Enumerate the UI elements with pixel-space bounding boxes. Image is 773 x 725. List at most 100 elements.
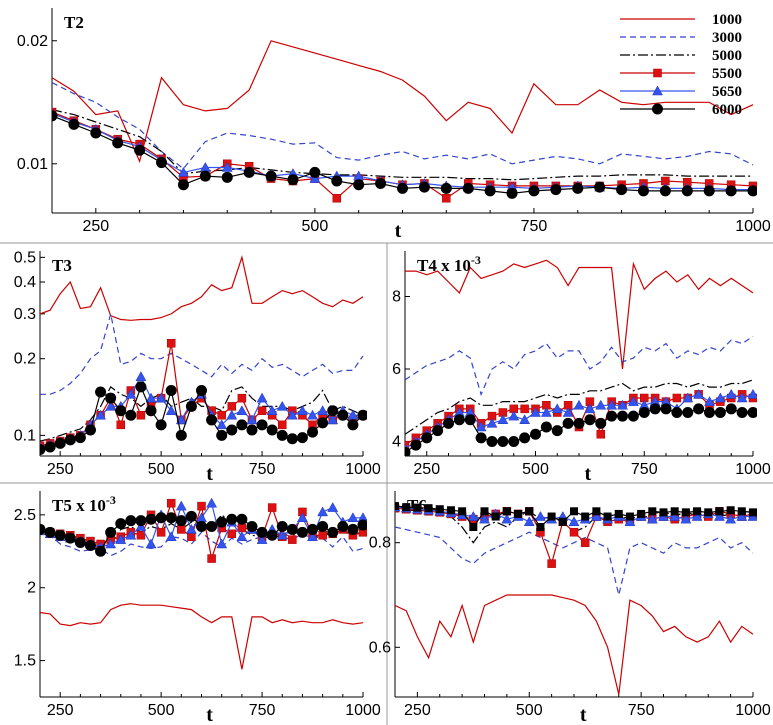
data-point-5500	[136, 531, 146, 540]
x-tick-label: 750	[631, 461, 658, 478]
data-point-6000	[558, 517, 567, 526]
data-point-6000	[185, 510, 197, 522]
data-point-6000	[475, 432, 487, 444]
data-point-6000	[458, 507, 467, 516]
data-point-6000	[357, 409, 367, 421]
series-3000	[395, 526, 754, 596]
panel-t3: 250 500 750 1000 0.1 0.2 0.3 0.4 0.5 t T3	[14, 249, 381, 485]
data-point-6000	[432, 425, 444, 437]
data-point-6000	[175, 429, 187, 441]
legend-label: 5650	[712, 84, 742, 100]
data-point-5500	[237, 393, 247, 403]
data-point-6000	[177, 179, 189, 191]
data-point-6000	[199, 170, 211, 182]
data-point-6000	[469, 523, 478, 531]
data-point-5650	[246, 414, 258, 425]
data-point-6000	[725, 185, 737, 197]
series-6000	[40, 510, 367, 557]
data-point-6000	[443, 417, 454, 429]
series-3000	[405, 335, 754, 397]
data-point-6000	[395, 502, 399, 511]
data-point-6000	[90, 127, 102, 139]
data-point-6000	[413, 503, 422, 512]
x-tick-label: 1000	[345, 702, 381, 719]
data-point-6000	[462, 182, 474, 194]
data-point-6000	[206, 521, 218, 533]
panel-t2: 250 500 750 1000 0.01 0.02 t T2 1000 3000 5000 5500…	[17, 8, 771, 242]
data-point-5650	[714, 511, 725, 521]
data-point-5650	[736, 511, 748, 521]
data-point-6000	[671, 407, 683, 418]
data-point-5650	[165, 531, 177, 541]
data-point-5500	[237, 523, 247, 533]
data-point-6000	[337, 521, 349, 533]
data-point-6000	[286, 433, 298, 445]
data-point-5500	[217, 410, 226, 420]
data-point-6000	[286, 523, 298, 535]
data-point-6000	[660, 403, 672, 415]
data-point-6000	[112, 137, 124, 149]
plot-area	[405, 259, 757, 456]
data-point-5650	[540, 406, 552, 417]
data-point-5650	[256, 534, 268, 544]
data-point-6000	[357, 519, 367, 531]
data-point-6000	[649, 403, 661, 415]
data-point-6000	[562, 417, 574, 429]
y-tick-label: 0.6	[369, 639, 391, 656]
data-point-5650	[486, 417, 498, 428]
data-point-5500	[442, 193, 451, 203]
data-point-6000	[491, 512, 500, 521]
data-point-6000	[397, 182, 408, 194]
data-point-6000	[135, 381, 147, 393]
data-point-5650	[226, 409, 238, 420]
y-tick-label: 2.5	[14, 507, 36, 524]
series-5000	[405, 379, 754, 435]
x-axis-label: t	[580, 704, 587, 725]
data-point-5500	[547, 559, 556, 568]
data-point-5650	[627, 396, 639, 406]
data-point-5650	[105, 538, 117, 549]
y-tick-label: 0.2	[14, 351, 36, 368]
data-point-6000	[296, 432, 308, 444]
data-point-6000	[276, 521, 288, 533]
data-point-5500	[136, 410, 146, 420]
data-point-5500	[267, 503, 277, 512]
data-point-6000	[502, 507, 511, 516]
data-point-5650	[307, 531, 318, 541]
y-tick-label: 8	[392, 289, 401, 306]
data-point-5650	[145, 392, 157, 403]
data-point-6000	[68, 118, 80, 130]
data-point-5650	[535, 511, 546, 521]
legend-marker-5500	[653, 68, 662, 78]
x-tick-label: 1000	[735, 461, 771, 478]
series-line-1000	[52, 40, 754, 164]
data-point-6000	[206, 414, 218, 426]
data-point-6000	[266, 529, 278, 541]
data-point-6000	[40, 444, 46, 456]
data-point-5650	[347, 409, 359, 420]
data-point-6000	[331, 175, 343, 187]
data-point-6000	[693, 403, 705, 415]
data-point-5650	[725, 388, 737, 399]
panel-title: T3	[52, 256, 72, 275]
data-point-5500	[332, 193, 342, 203]
data-point-5650	[297, 512, 308, 523]
data-point-6000	[726, 506, 735, 515]
data-point-5650	[646, 513, 658, 524]
plot-area	[52, 40, 757, 203]
data-point-5650	[714, 392, 726, 403]
data-point-5500	[156, 528, 166, 537]
data-point-5650	[568, 516, 580, 527]
data-point-6000	[226, 513, 238, 525]
data-point-6000	[484, 185, 496, 197]
data-point-6000	[196, 385, 207, 397]
y-tick-label: 0.1	[14, 427, 36, 444]
data-point-6000	[547, 512, 556, 521]
x-tick-label: 500	[302, 218, 329, 235]
data-point-5500	[166, 338, 176, 348]
data-point-6000	[353, 179, 365, 191]
data-point-5650	[691, 511, 703, 521]
x-tick-label: 250	[47, 461, 74, 478]
y-tick-label: 0.4	[14, 274, 36, 291]
